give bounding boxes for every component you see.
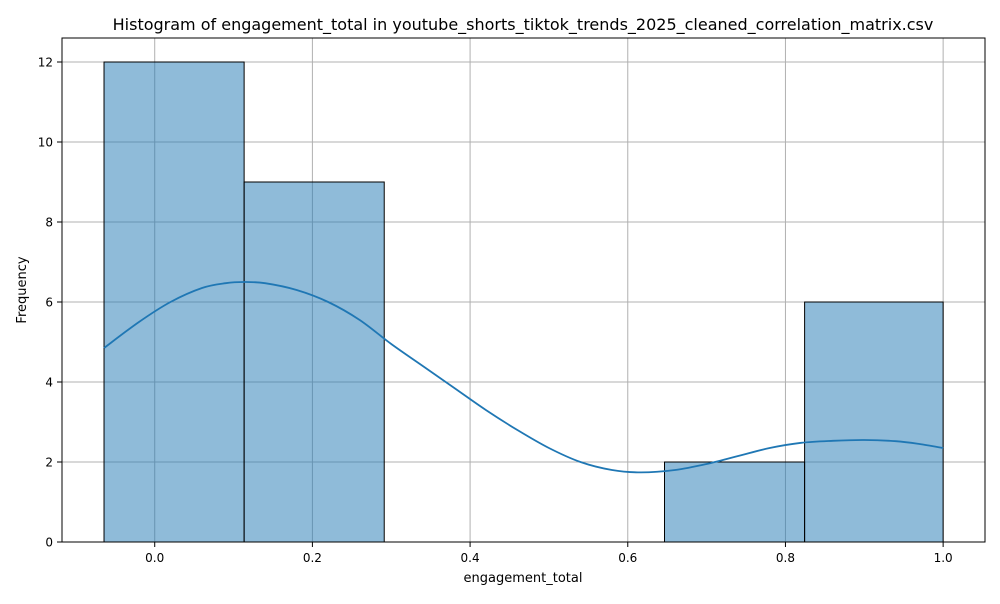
- x-tick-label: 0.0: [145, 551, 164, 565]
- histogram-bar: [243, 181, 385, 543]
- ticks-layer: 0.0 0.2 0.4 0.6 0.8 1.0 0 2 4 6 8 10 12: [38, 56, 953, 566]
- x-tick-label: 1.0: [934, 551, 953, 565]
- bars-layer: [103, 61, 944, 543]
- y-tick-label: 2: [45, 456, 53, 470]
- histogram-bar: [804, 301, 944, 543]
- histogram-bar: [664, 461, 806, 543]
- kde-curve: [103, 281, 944, 474]
- x-axis-label: engagement_total: [464, 571, 583, 586]
- x-tick-label: 0.8: [776, 551, 795, 565]
- x-tick-label: 0.2: [303, 551, 322, 565]
- y-tick-label: 0: [45, 536, 53, 550]
- y-tick-label: 12: [38, 56, 53, 70]
- y-tick-label: 8: [45, 216, 53, 230]
- y-tick-label: 4: [45, 376, 53, 390]
- y-axis-label: Frequency: [15, 256, 30, 323]
- plot-frame: [61, 37, 986, 543]
- y-tick-label: 10: [38, 136, 53, 150]
- x-tick-label: 0.6: [618, 551, 637, 565]
- kde-layer: [103, 281, 944, 474]
- y-tick-label: 6: [45, 296, 53, 310]
- histogram-bar: [103, 61, 245, 543]
- chart-title: Histogram of engagement_total in youtube…: [113, 15, 934, 35]
- x-tick-label: 0.4: [461, 551, 480, 565]
